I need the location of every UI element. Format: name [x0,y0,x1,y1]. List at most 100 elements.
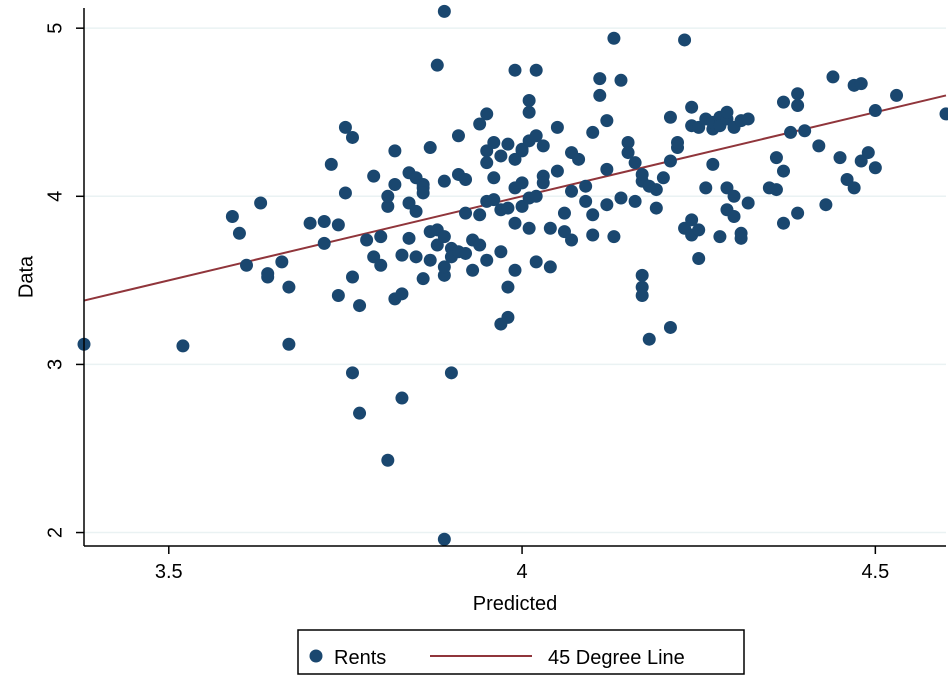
data-point-18 [338,120,352,134]
gridlines [84,27,946,534]
data-point-153 [671,136,685,149]
data-point-129 [600,162,614,176]
data-point-204 [868,104,882,118]
data-point-135 [621,136,635,149]
data-point-41 [409,204,423,218]
data-point-22 [353,299,367,313]
data-point-207 [939,107,948,121]
data-point-132 [607,230,621,244]
data-point-48 [423,253,437,267]
data-point-20 [345,366,359,380]
x-tick-label-3.5: 3.5 [155,561,183,583]
data-point-137 [628,194,642,208]
data-point-69 [466,263,480,277]
y-axis-title: Data [15,255,37,298]
data-point-55 [437,230,451,244]
data-point-186 [776,216,790,230]
data-point-205 [868,161,882,175]
y-axis-ticks: 2 3 4 5 [44,23,84,538]
data-point-63 [451,129,465,143]
legend-45-degree-line-label: 45 Degree Line [548,647,685,669]
data-point-91 [508,216,522,230]
x-axis-ticks: 3.5 4 4.5 [155,546,889,583]
data-point-179 [734,231,748,245]
data-point-194 [812,139,826,153]
data-point-79 [487,193,501,207]
legend-rents-label: Rents [334,647,386,669]
data-point-9 [282,280,296,294]
data-point-4 [240,258,254,272]
data-point-149 [663,154,677,168]
data-point-71 [473,208,487,222]
data-point-131 [607,31,621,45]
data-point-105 [529,255,543,269]
data-point-187 [776,164,790,178]
data-point-104 [529,63,543,77]
axes [83,8,946,547]
data-point-134 [614,73,628,87]
data-point-32 [388,144,402,158]
data-point-111 [543,221,557,235]
legend: Rents 45 Degree Line [297,629,745,675]
data-point-133 [614,191,628,205]
data-point-151 [663,110,677,124]
data-point-54 [437,174,451,188]
data-point-113 [550,120,564,134]
data-point-175 [727,209,741,223]
data-point-150 [663,320,677,334]
data-point-2 [225,209,239,223]
data-point-47 [416,186,430,200]
data-point-159 [685,100,699,114]
data-point-107 [529,189,543,203]
data-point-50 [423,141,437,155]
data-point-195 [819,198,833,212]
data-point-17 [338,186,352,200]
data-point-15 [331,218,345,232]
data-point-51 [430,58,444,72]
data-point-128 [600,198,614,212]
data-point-197 [833,151,847,165]
data-point-191 [791,206,805,220]
data-point-35 [395,248,409,262]
data-point-119 [565,233,579,247]
data-point-88 [501,280,515,294]
data-point-59 [437,532,451,546]
data-point-125 [586,208,600,222]
y-tick-label-4: 4 [44,191,66,202]
data-point-37 [395,391,409,405]
data-point-136 [621,146,635,160]
data-point-24 [360,233,374,247]
data-point-126 [593,88,607,102]
data-point-96 [515,176,529,190]
data-point-156 [685,213,699,227]
data-point-112 [543,260,557,274]
data-point-21 [345,270,359,284]
data-point-8 [275,255,289,269]
data-point-74 [480,253,494,267]
data-point-90 [508,63,522,77]
data-point-206 [890,88,904,102]
data-point-94 [508,263,522,277]
y-tick-label-5: 5 [44,23,66,34]
data-point-202 [854,77,868,91]
data-point-144 [642,332,656,346]
data-point-172 [720,105,734,119]
data-point-5 [254,196,268,210]
data-point-19 [345,130,359,144]
data-point-31 [381,453,395,467]
data-point-83 [494,245,508,259]
data-point-203 [861,146,875,160]
data-point-62 [444,366,458,380]
data-point-182 [741,112,755,126]
x-tick-label-4: 4 [517,561,528,583]
data-point-38 [402,231,416,245]
data-point-99 [522,221,536,235]
data-point-122 [579,194,593,208]
data-points [77,4,948,546]
data-point-121 [579,179,593,193]
data-point-176 [727,189,741,203]
data-point-184 [769,183,783,197]
data-point-66 [459,172,473,186]
data-point-84 [494,149,508,163]
data-point-161 [692,252,706,266]
